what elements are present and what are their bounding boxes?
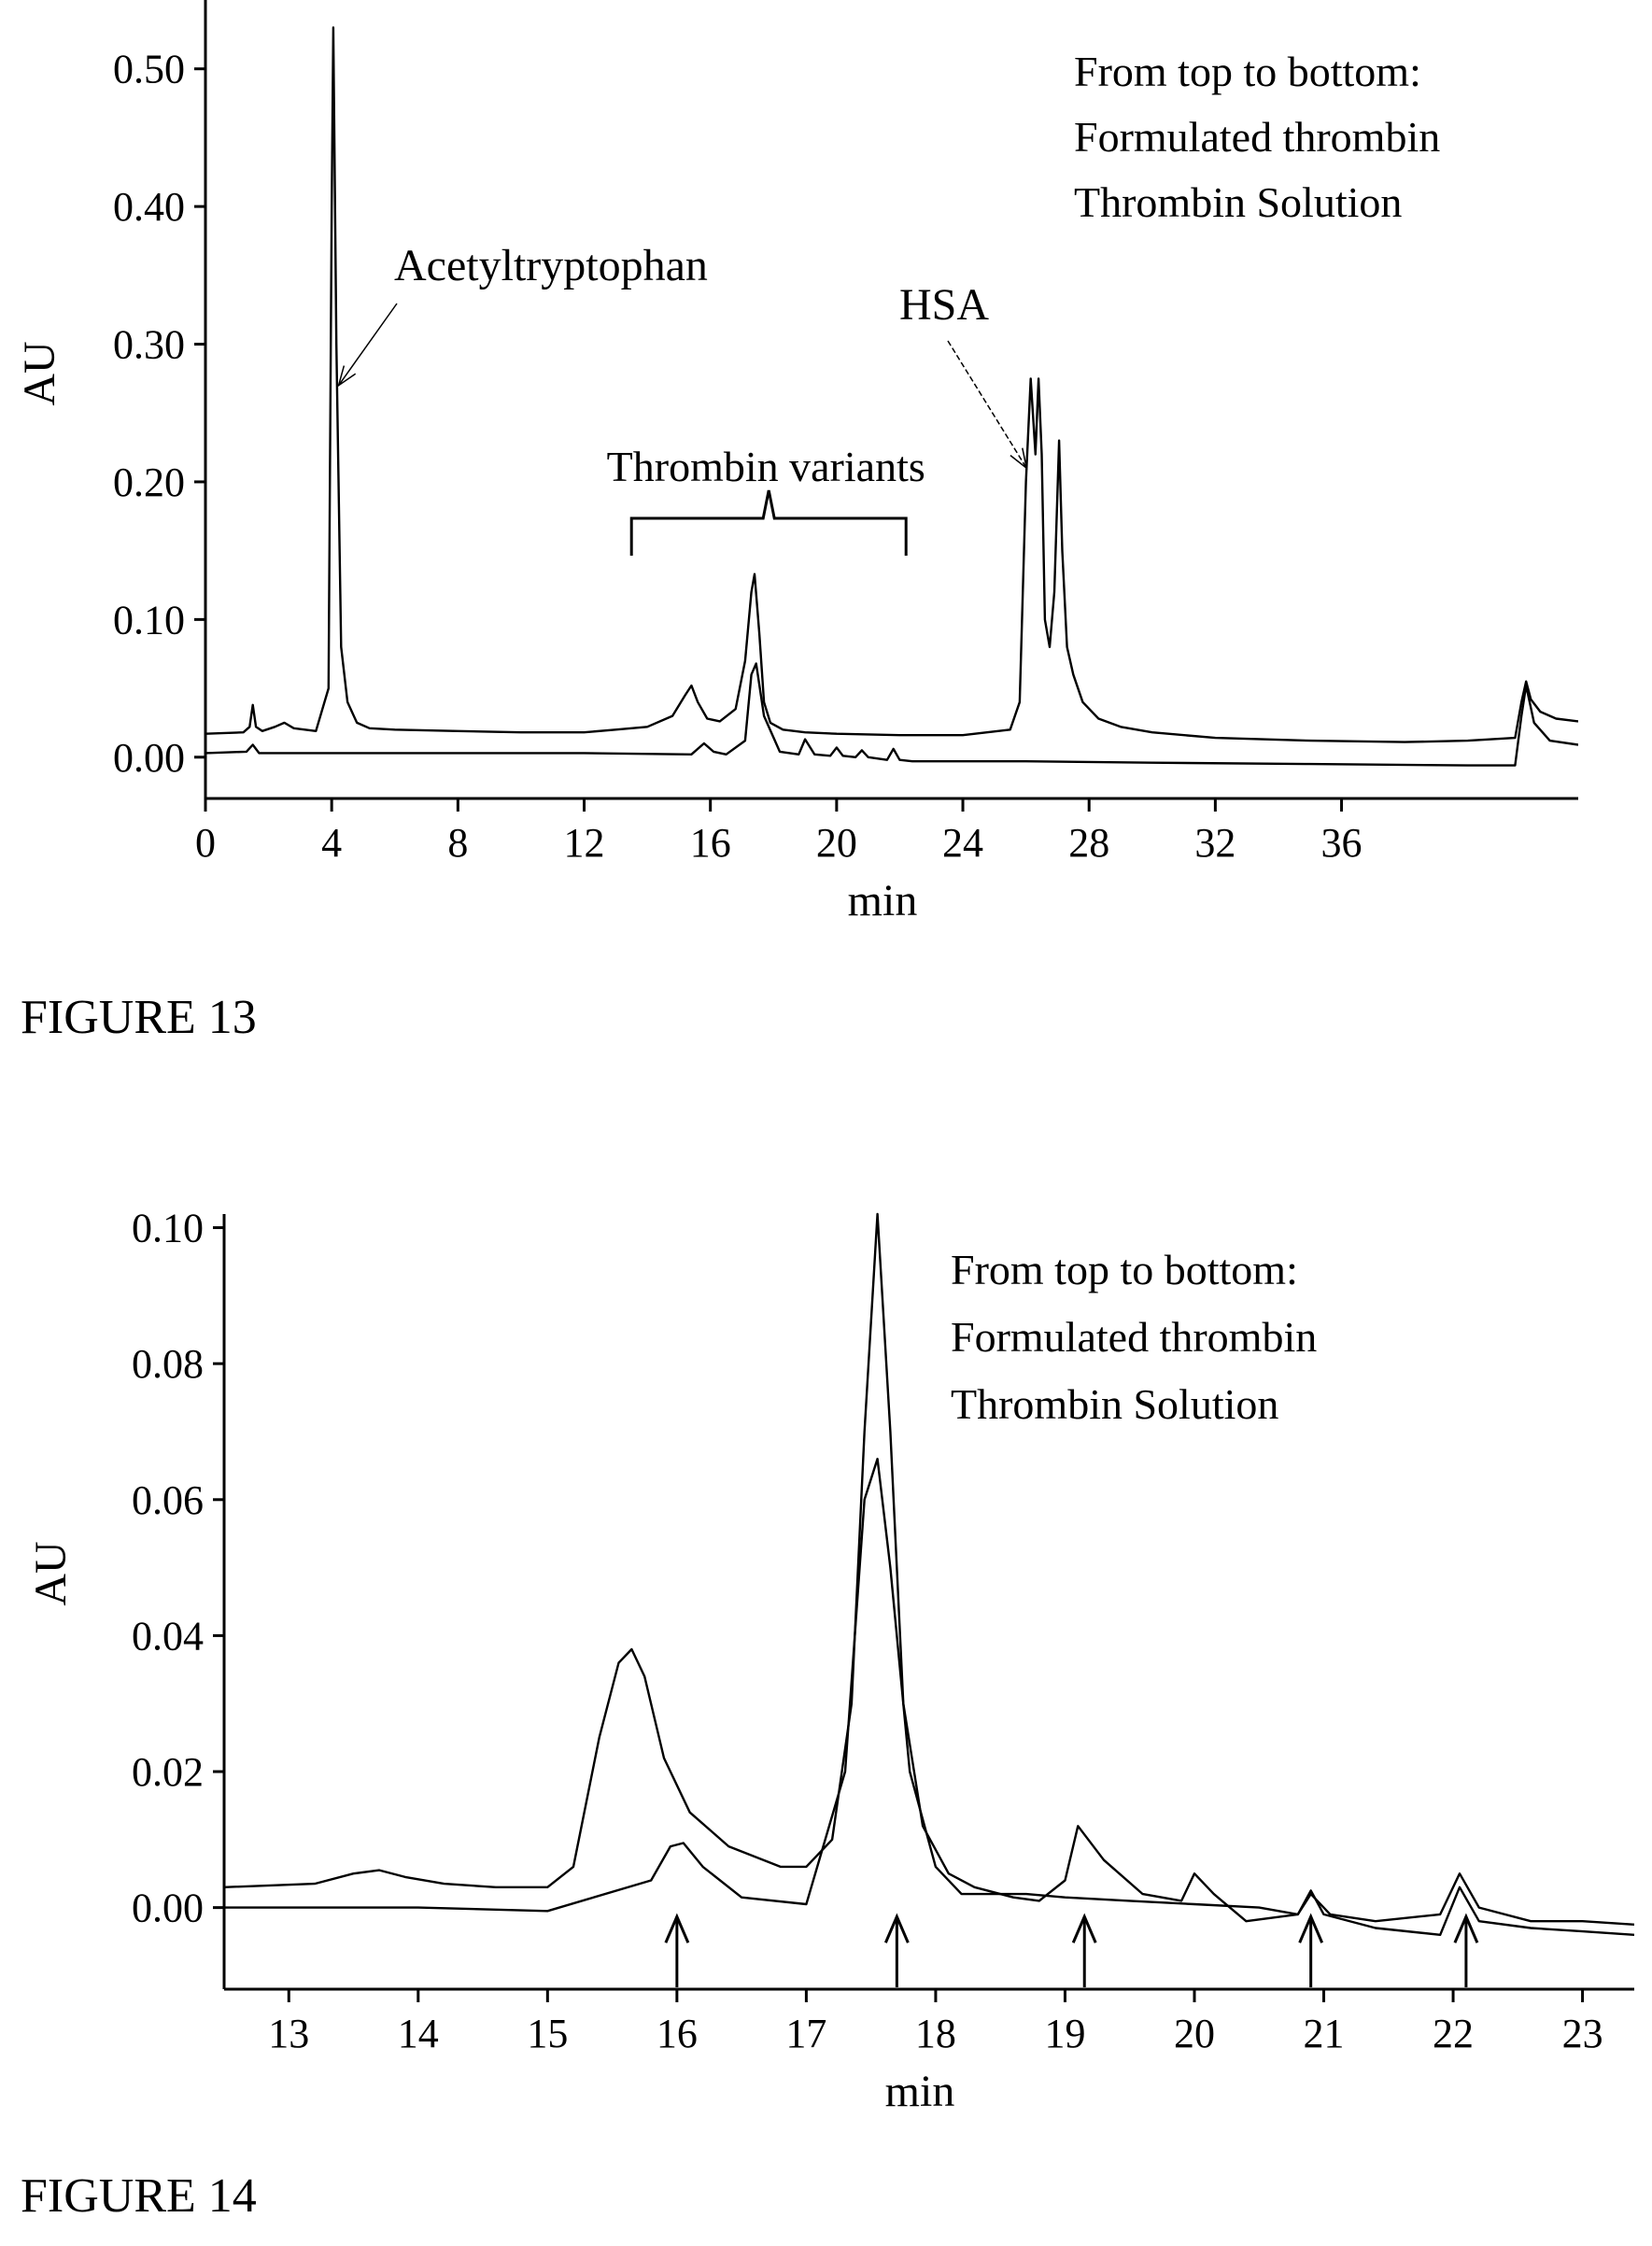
- x-tick-label: 23: [1562, 2011, 1603, 2056]
- thrombin-variants-bracket: [629, 489, 908, 556]
- figure-13-caption: FIGURE 13: [21, 991, 257, 1044]
- y-axis-label: AU: [15, 341, 64, 405]
- y-tick-label: 0.50: [113, 47, 185, 92]
- x-tick-label: 4: [321, 820, 342, 866]
- y-tick-label: 0.08: [132, 1341, 204, 1387]
- x-tick-label: 18: [915, 2011, 956, 2056]
- x-tick-label: 16: [690, 820, 731, 866]
- legend-text: Formulated thrombin: [951, 1313, 1317, 1361]
- x-tick-label: 20: [816, 820, 857, 866]
- annotation-acetyltryptophan: Acetyltryptophan: [394, 241, 708, 290]
- x-tick-label: 8: [447, 820, 468, 866]
- y-tick-label: 0.02: [132, 1749, 204, 1795]
- y-tick-label: 0.06: [132, 1477, 204, 1523]
- x-tick-label: 12: [564, 820, 605, 866]
- x-axis-label: min: [848, 876, 918, 925]
- x-axis-label: min: [885, 2067, 955, 2116]
- arrow-up-icon: [883, 1913, 910, 1943]
- y-tick-label: 0.04: [132, 1613, 204, 1659]
- x-tick-label: 20: [1174, 2011, 1215, 2056]
- y-tick-label: 0.00: [113, 735, 185, 781]
- y-tick-label: 0.20: [113, 459, 185, 505]
- arrow-up-icon: [1071, 1913, 1097, 1943]
- series-line-1: [224, 1212, 1634, 1926]
- annotation-pointer: [337, 303, 398, 387]
- y-tick-label: 0.00: [132, 1886, 204, 1931]
- legend-text: Thrombin Solution: [951, 1380, 1278, 1428]
- y-axis-label: AU: [26, 1541, 76, 1605]
- x-tick-label: 24: [942, 820, 983, 866]
- arrow-up-icon: [1298, 1913, 1324, 1943]
- x-tick-label: 15: [527, 2011, 568, 2056]
- x-tick-label: 36: [1321, 820, 1363, 866]
- annotation-thrombin-variants: Thrombin variants: [607, 443, 925, 490]
- series-line-2: [205, 662, 1578, 767]
- figure-14-caption: FIGURE 14: [21, 2169, 257, 2223]
- legend-text: Thrombin Solution: [1074, 178, 1402, 226]
- annotation-pointer: [947, 340, 1027, 469]
- x-tick-label: 14: [398, 2011, 439, 2056]
- series-line-1: [205, 26, 1578, 743]
- y-tick-label: 0.40: [113, 184, 185, 230]
- figure-14-chart: 0.00 0.02 0.04 0.06 0.08 0.10 13 14 15 16 17 18 19 20…: [26, 1206, 1634, 2116]
- x-tick-label: 28: [1068, 820, 1109, 866]
- x-tick-label: 16: [657, 2011, 698, 2056]
- x-tick-label: 22: [1433, 2011, 1474, 2056]
- x-tick-label: 32: [1194, 820, 1235, 866]
- y-tick-label: 0.30: [113, 322, 185, 368]
- legend-text: Formulated thrombin: [1074, 113, 1440, 161]
- x-tick-label: 19: [1044, 2011, 1085, 2056]
- y-tick-label: 0.10: [113, 597, 185, 643]
- figure-13-chart: 0.00 0.10 0.20 0.30 0.40 0.50 0 4 8 12 16 20 24 28 32 3…: [15, 0, 1578, 925]
- arrowhead-icon: [1010, 447, 1028, 471]
- arrow-up-icon: [1453, 1913, 1479, 1943]
- annotation-hsa: HSA: [899, 280, 989, 330]
- legend-text: From top to bottom:: [951, 1246, 1298, 1293]
- y-tick-label: 0.10: [132, 1206, 204, 1251]
- arrowhead-icon: [337, 365, 357, 388]
- arrow-up-icon: [664, 1913, 690, 1943]
- x-tick-label: 13: [268, 2011, 309, 2056]
- x-tick-label: 0: [195, 820, 216, 866]
- series-line-2: [224, 1457, 1634, 1936]
- legend-text: From top to bottom:: [1074, 48, 1421, 95]
- x-tick-label: 21: [1304, 2011, 1345, 2056]
- x-tick-label: 17: [785, 2011, 826, 2056]
